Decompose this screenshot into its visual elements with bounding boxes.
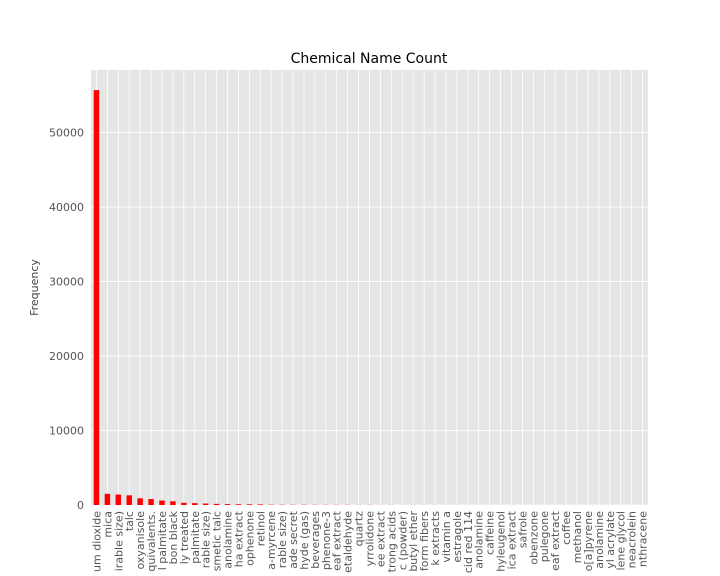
y-axis-ticks: 0 10000 20000 30000 40000 50000 xyxy=(49,127,84,512)
x-tick-label: yrrolidone xyxy=(364,511,377,567)
x-tick-label: k extracts xyxy=(429,511,442,566)
x-tick-label: hyleugenol xyxy=(495,511,508,572)
y-tick-label: 20000 xyxy=(49,350,84,363)
x-tick-label: nthracene xyxy=(637,511,650,567)
x-tick-label: estragole xyxy=(451,511,464,563)
x-tick-label: safrole xyxy=(516,511,529,548)
x-tick-label: hyde (gas) xyxy=(298,511,311,570)
x-tick-label: methanol xyxy=(571,511,584,563)
x-tick-label: oxyanisole xyxy=(134,511,147,570)
x-tick-label: anolamine xyxy=(593,511,606,569)
bar xyxy=(126,495,132,505)
x-tick-label: pulegone xyxy=(538,511,551,562)
x-tick-label: talc xyxy=(123,511,136,531)
x-tick-label: l palmitate xyxy=(156,511,169,570)
x-tick-label: smetic talc xyxy=(211,511,224,571)
x-tick-label: lene glycol xyxy=(615,511,628,570)
x-tick-label: etaldehyde xyxy=(342,511,355,573)
x-tick-label: ade secret xyxy=(287,510,300,569)
bar xyxy=(192,503,198,505)
x-tick-label: um dioxide xyxy=(90,511,103,572)
x-tick-label: eaf extract xyxy=(331,510,344,571)
x-tick-label: anolamine xyxy=(473,511,486,569)
bar xyxy=(224,504,231,505)
bar xyxy=(235,504,242,505)
x-tick-label: rable size) xyxy=(276,511,289,568)
x-tick-label: ha extract xyxy=(232,510,245,567)
x-tick-label: phenone-3 xyxy=(320,511,333,570)
x-tick-label: eaf extract xyxy=(549,510,562,571)
bar xyxy=(181,502,187,505)
x-tick-label: yl acrylate xyxy=(604,511,617,569)
y-axis-label: Frequency xyxy=(28,259,41,316)
y-tick-label: 40000 xyxy=(49,201,84,214)
x-tick-label: quartz xyxy=(353,511,366,547)
x-tick-label: cid red 114 xyxy=(462,511,475,573)
bar xyxy=(159,500,165,505)
bar xyxy=(137,498,143,505)
bar xyxy=(115,494,122,505)
x-tick-label: anolamine xyxy=(222,511,235,569)
x-tick-label: beverages xyxy=(309,511,322,569)
bar xyxy=(213,503,220,505)
y-tick-label: 30000 xyxy=(49,276,84,289)
x-tick-label: ophenone xyxy=(243,511,256,566)
x-tick-label: retinol xyxy=(254,511,267,546)
x-tick-label: ee extract xyxy=(374,510,387,567)
x-tick-label: caffeine xyxy=(484,511,497,555)
x-tick-label: rable size) xyxy=(200,511,213,568)
x-tick-label: coffee xyxy=(560,511,573,545)
x-tick-label: form fibers xyxy=(418,511,431,571)
bar xyxy=(257,504,264,505)
bar xyxy=(170,501,176,505)
x-tick-label: irable size) xyxy=(112,511,125,571)
x-tick-label: obenzone xyxy=(527,511,540,565)
x-tick-label: vitamin a xyxy=(440,511,453,563)
bar xyxy=(246,504,253,505)
y-tick-label: 50000 xyxy=(49,127,84,140)
chart-title: Chemical Name Count xyxy=(291,51,448,67)
bars xyxy=(93,90,646,505)
y-tick-label: 10000 xyxy=(49,425,84,438)
grid-lines xyxy=(91,70,648,506)
bar xyxy=(104,493,111,505)
bar xyxy=(148,499,154,505)
x-tick-label: ly treated xyxy=(178,511,191,564)
x-tick-label: quivalents. xyxy=(145,511,158,572)
x-tick-label: o[a]pyrene xyxy=(582,511,595,572)
bar xyxy=(93,90,100,505)
x-tick-label: palmitate xyxy=(189,511,202,564)
x-tick-label: a-myrcene xyxy=(265,511,278,570)
bar xyxy=(202,503,209,505)
x-tick-label: ica extract xyxy=(505,510,518,569)
x-tick-label: butyl ether xyxy=(407,511,420,572)
x-tick-label: neacrolein xyxy=(626,511,639,568)
x-tick-label: bon black xyxy=(167,510,180,564)
x-tick-label: c (powder) xyxy=(396,511,409,570)
x-tick-label: trong acids xyxy=(385,511,398,573)
x-tick-label: mica xyxy=(101,511,114,538)
y-tick-label: 0 xyxy=(77,499,84,512)
